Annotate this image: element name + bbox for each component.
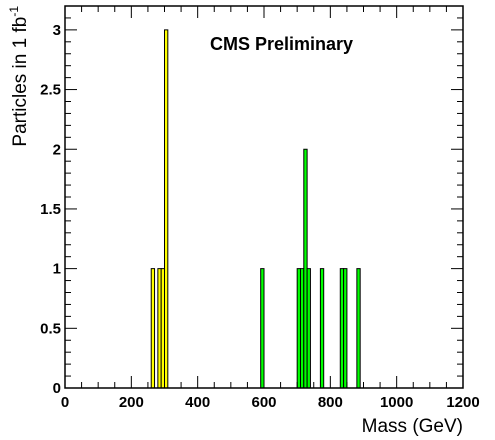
y-tick-label: 1.5 xyxy=(40,201,61,218)
x-axis-title: Mass (GeV) xyxy=(362,416,463,437)
ticks-layer: 0 200 400 600 800 1000 1200 0 0.5 1 1.5 2 2.5 3 xyxy=(40,5,480,411)
histogram-bar xyxy=(150,268,156,389)
histogram-bar xyxy=(260,268,265,389)
y-axis-title-superscript: -1 xyxy=(7,6,21,17)
y-tick-label: 2 xyxy=(53,141,61,158)
x-tick-label: 1000 xyxy=(380,394,413,411)
histogram-bar xyxy=(356,268,361,389)
x-tick-label: 200 xyxy=(119,394,144,411)
y-tick-label: 2.5 xyxy=(40,82,61,99)
histogram-bar xyxy=(164,29,169,389)
histogram-bar xyxy=(319,268,325,389)
y-tick-label: 0 xyxy=(53,380,61,397)
x-tick-label: 400 xyxy=(185,394,210,411)
bars-layer xyxy=(150,29,361,389)
x-tick-label: 0 xyxy=(61,394,69,411)
x-tick-label: 1200 xyxy=(446,394,479,411)
cms-preliminary-label: CMS Preliminary xyxy=(210,34,353,54)
y-axis-title-main: Particles in 1 fb xyxy=(10,17,31,147)
histogram-bar xyxy=(306,268,311,389)
y-tick-label: 1 xyxy=(53,261,61,278)
histogram-bar xyxy=(343,268,348,389)
x-tick-label: 600 xyxy=(251,394,276,411)
y-tick-label: 3 xyxy=(53,22,61,39)
y-tick-label: 0.5 xyxy=(40,320,61,337)
x-tick-label: 800 xyxy=(318,394,343,411)
y-axis-title: Particles in 1 fb-1 xyxy=(7,6,31,147)
